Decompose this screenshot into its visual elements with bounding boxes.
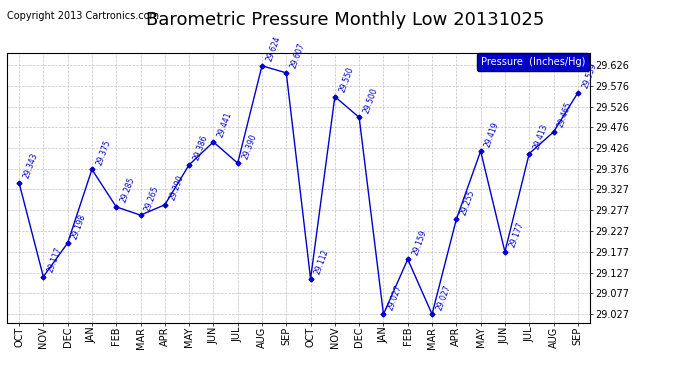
- Text: 29.413: 29.413: [532, 123, 549, 151]
- Text: 29.255: 29.255: [459, 189, 477, 216]
- Text: 29.441: 29.441: [216, 111, 234, 139]
- Text: 29.198: 29.198: [70, 212, 88, 240]
- Text: 29.285: 29.285: [119, 176, 137, 204]
- Text: 29.027: 29.027: [386, 284, 404, 311]
- Text: 29.500: 29.500: [362, 87, 380, 115]
- Text: 29.386: 29.386: [192, 134, 209, 162]
- Text: 29.159: 29.159: [411, 228, 428, 256]
- Text: 29.117: 29.117: [46, 246, 63, 274]
- Text: 29.177: 29.177: [508, 221, 525, 249]
- Text: Barometric Pressure Monthly Low 20131025: Barometric Pressure Monthly Low 20131025: [146, 11, 544, 29]
- Text: 29.112: 29.112: [313, 248, 331, 276]
- Text: 29.624: 29.624: [265, 35, 282, 63]
- Text: 29.290: 29.290: [168, 174, 185, 202]
- Text: 29.265: 29.265: [144, 184, 161, 212]
- Text: 29.550: 29.550: [337, 66, 355, 94]
- Legend: Pressure  (Inches/Hg): Pressure (Inches/Hg): [477, 54, 589, 71]
- Text: 29.465: 29.465: [556, 101, 574, 129]
- Text: 29.390: 29.390: [241, 132, 258, 160]
- Text: Copyright 2013 Cartronics.com: Copyright 2013 Cartronics.com: [7, 11, 159, 21]
- Text: 29.375: 29.375: [95, 138, 112, 166]
- Text: 29.607: 29.607: [289, 42, 306, 70]
- Text: 29.343: 29.343: [22, 152, 39, 180]
- Text: 29.419: 29.419: [484, 120, 501, 148]
- Text: 29.559: 29.559: [580, 62, 598, 90]
- Text: 29.027: 29.027: [435, 284, 453, 311]
